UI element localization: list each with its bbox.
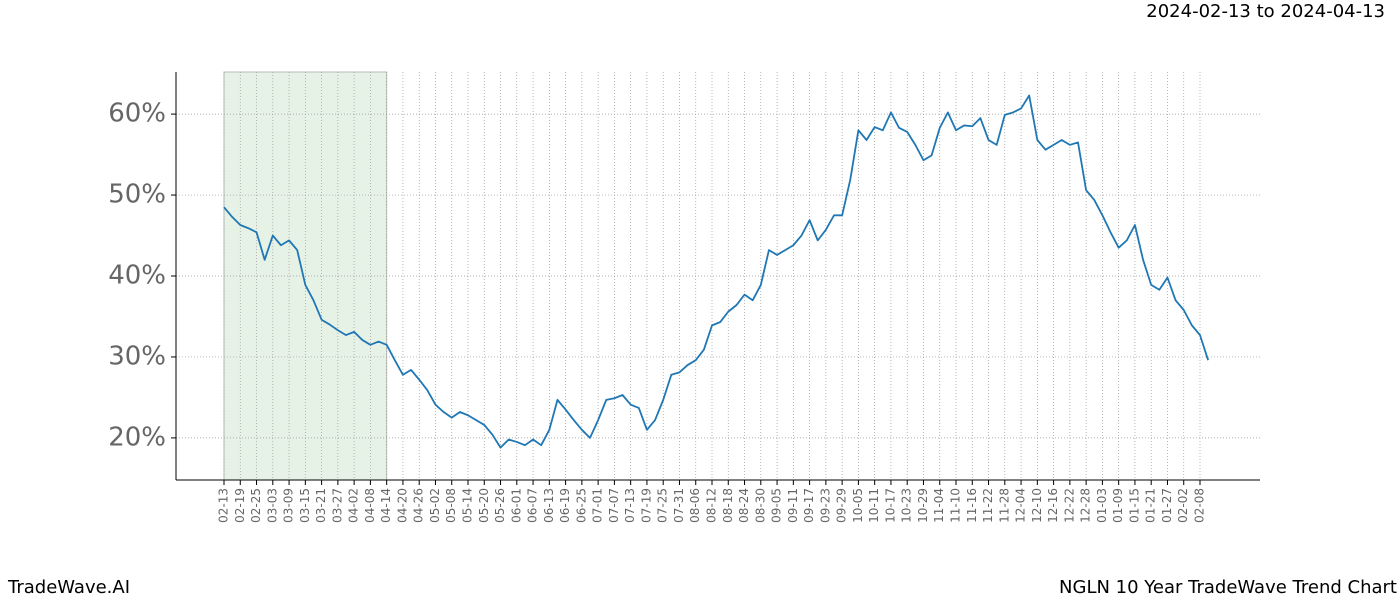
x-tick-label: 01-15 <box>1127 488 1141 523</box>
x-tick-label: 04-14 <box>379 488 393 523</box>
x-tick-label: 08-06 <box>688 488 702 523</box>
x-tick-label: 04-20 <box>395 488 409 523</box>
x-tick-label: 12-28 <box>1079 488 1093 523</box>
x-tick-label: 01-09 <box>1111 488 1125 523</box>
x-tick-label: 09-29 <box>835 488 849 523</box>
chart-title: NGLN 10 Year TradeWave Trend Chart <box>1059 577 1397 598</box>
watermark: TradeWave.AI <box>7 577 130 598</box>
x-tick-label: 03-21 <box>314 488 328 523</box>
x-tick-label: 08-24 <box>737 488 751 523</box>
x-tick-label: 07-07 <box>607 488 621 523</box>
x-tick-label: 10-29 <box>916 488 930 523</box>
x-tick-label: 10-11 <box>867 488 881 523</box>
x-tick-label: 09-11 <box>786 488 800 523</box>
y-tick-label: 60% <box>108 99 166 129</box>
x-tick-label: 12-10 <box>1030 488 1044 523</box>
x-tick-label: 10-17 <box>883 488 897 523</box>
x-tick-label: 11-10 <box>949 488 963 523</box>
y-tick-label: 20% <box>108 422 166 452</box>
x-tick-label: 05-02 <box>428 488 442 523</box>
x-tick-label: 09-17 <box>802 488 816 523</box>
x-tick-label: 02-25 <box>249 488 263 523</box>
x-tick-label: 02-13 <box>217 488 231 523</box>
x-tick-label: 05-26 <box>493 488 507 523</box>
x-tick-label: 08-18 <box>721 488 735 523</box>
x-tick-label: 03-27 <box>330 488 344 523</box>
x-tick-label: 08-30 <box>753 488 767 523</box>
x-tick-label: 09-23 <box>818 488 832 523</box>
x-tick-label: 12-16 <box>1046 488 1060 523</box>
x-tick-label: 03-15 <box>298 488 312 523</box>
x-tick-label: 12-04 <box>1014 488 1028 523</box>
x-tick-label: 09-05 <box>770 488 784 523</box>
trend-line <box>223 94 1209 449</box>
x-tick-label: 07-31 <box>672 488 686 523</box>
x-tick-label: 11-04 <box>932 488 946 523</box>
x-tick-label: 01-21 <box>1144 488 1158 523</box>
x-tick-label: 05-20 <box>477 488 491 523</box>
y-tick-label: 50% <box>108 180 166 210</box>
x-tick-label: 10-05 <box>851 488 865 523</box>
x-tick-label: 02-19 <box>233 488 247 523</box>
x-tick-label: 01-03 <box>1095 488 1109 523</box>
x-tick-label: 06-19 <box>558 488 572 523</box>
y-tick-label: 30% <box>108 341 166 371</box>
x-tick-label: 06-01 <box>509 488 523 523</box>
x-tick-label: 07-19 <box>639 488 653 523</box>
x-tick-label: 05-14 <box>461 488 475 523</box>
x-tick-label: 03-09 <box>282 488 296 523</box>
x-tick-label: 02-02 <box>1176 488 1190 523</box>
date-range: 2024-02-13 to 2024-04-13 <box>1146 1 1385 22</box>
x-tick-label: 04-26 <box>412 488 426 523</box>
x-tick-label: 01-27 <box>1160 488 1174 523</box>
x-tick-label: 11-16 <box>965 488 979 523</box>
x-tick-label: 02-08 <box>1193 488 1207 523</box>
x-tick-label: 10-23 <box>900 488 914 523</box>
x-tick-label: 05-08 <box>444 488 458 523</box>
y-tick-label: 40% <box>108 261 166 291</box>
x-tick-label: 11-28 <box>997 488 1011 523</box>
x-tick-label: 06-07 <box>526 488 540 523</box>
x-tick-label: 07-13 <box>623 488 637 523</box>
x-tick-label: 03-03 <box>265 488 279 523</box>
x-tick-label: 04-02 <box>347 488 361 523</box>
x-tick-label: 08-12 <box>705 488 719 523</box>
x-tick-label: 06-25 <box>574 488 588 523</box>
x-tick-label: 12-22 <box>1062 488 1076 523</box>
x-tick-label: 11-22 <box>981 488 995 523</box>
x-tick-label: 06-13 <box>542 488 556 523</box>
x-tick-label: 07-01 <box>591 488 605 523</box>
x-tick-label: 07-25 <box>656 488 670 523</box>
x-tick-label: 04-08 <box>363 488 377 523</box>
